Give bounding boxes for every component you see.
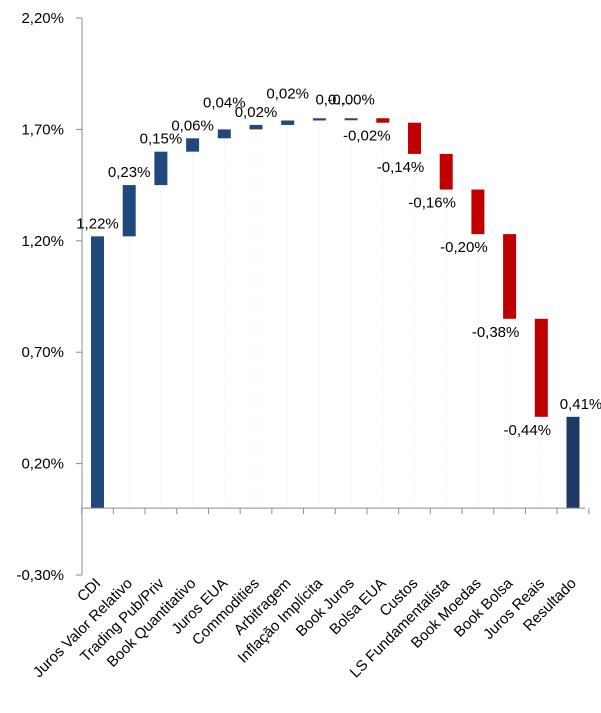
data-label: 0,02% bbox=[235, 104, 278, 121]
bar-bolsa-eua bbox=[376, 118, 390, 123]
connector-lines bbox=[97, 118, 574, 509]
data-label: -0,44% bbox=[504, 422, 552, 439]
data-label: -0,16% bbox=[408, 195, 456, 212]
bar-book-quantitativo bbox=[186, 138, 200, 152]
bar-juros-reais bbox=[534, 318, 548, 417]
y-tick-label: 2,20% bbox=[21, 10, 64, 27]
y-tick-label: 0,70% bbox=[21, 344, 64, 361]
data-label: 0,23% bbox=[108, 164, 151, 181]
y-tick-label: 1,20% bbox=[21, 233, 64, 250]
data-label: -0,00% bbox=[327, 91, 375, 108]
data-label: -0,38% bbox=[472, 324, 520, 341]
data-label: 0,06% bbox=[171, 117, 214, 134]
data-label: 1,22% bbox=[76, 215, 119, 232]
bar-book-bolsa bbox=[503, 234, 517, 319]
y-axis-ticks: 2,20% 1,70% 1,20% 0,70% 0,20% -0,30% bbox=[16, 10, 82, 584]
data-label: 0,41% bbox=[560, 396, 601, 413]
y-tick-label: -0,30% bbox=[16, 567, 64, 584]
bar-commodities bbox=[249, 124, 263, 130]
data-label: 0,15% bbox=[140, 131, 183, 148]
y-tick-label: 0,20% bbox=[21, 456, 64, 473]
bar-trading-pub-priv bbox=[154, 151, 168, 186]
bar-infla-o-impl-cita bbox=[312, 118, 326, 121]
bar-book-juros bbox=[344, 118, 358, 121]
bar-custos bbox=[408, 122, 421, 154]
bar-cdi bbox=[91, 236, 104, 509]
bar-ls-fundamentalista bbox=[439, 153, 453, 190]
bar-book-moedas bbox=[471, 189, 485, 235]
data-label: -0,20% bbox=[440, 239, 488, 256]
y-tick-label: 1,70% bbox=[21, 121, 64, 138]
bars bbox=[91, 118, 580, 509]
bar-juros-eua bbox=[217, 129, 231, 139]
bar-arbitragem bbox=[281, 120, 295, 125]
data-label: 0,02% bbox=[266, 85, 309, 102]
data-label: 0,0… bbox=[315, 91, 351, 108]
data-labels: 1,22%0,23%0,15%0,06%0,04%0,02%0,02% 0,0…-… bbox=[76, 85, 601, 438]
data-label: -0,14% bbox=[377, 159, 425, 176]
bar-resultado bbox=[566, 416, 580, 509]
axes bbox=[81, 18, 590, 575]
bar-juros-valor-relativo bbox=[122, 185, 136, 237]
data-label: 0,04% bbox=[203, 94, 246, 111]
data-label: -0,02% bbox=[343, 128, 391, 145]
